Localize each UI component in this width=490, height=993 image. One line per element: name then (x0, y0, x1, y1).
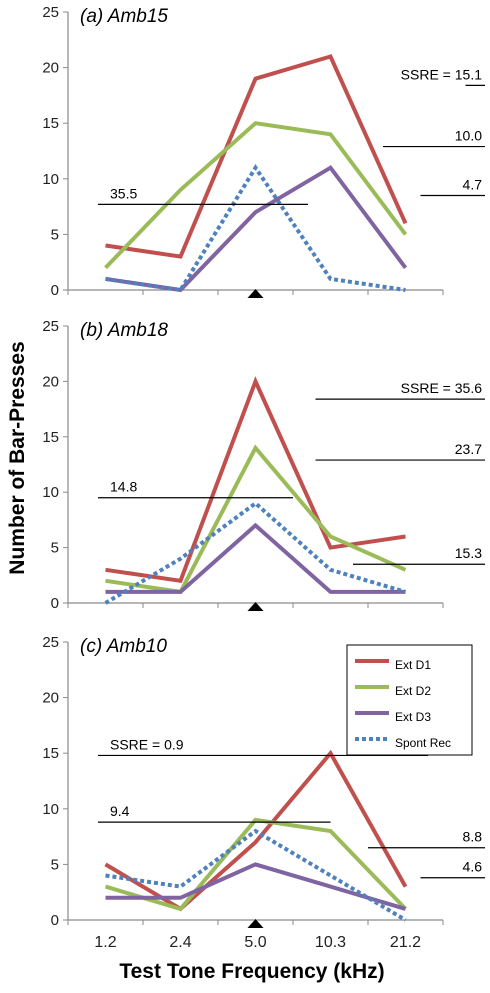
y-tick-label: 10 (42, 801, 59, 818)
legend: Ext D1 Ext D2 Ext D3 Spont Rec (346, 644, 473, 756)
series-line-ext-d2 (105, 444, 407, 595)
panel-2: 0 5 10 15 20 25 (b) Amb18 SSRE = 35.6 23.7 15.3 14… (42, 318, 485, 612)
frequency-marker-triangle (247, 602, 264, 611)
annotation-label: SSRE = 15.1 (401, 66, 483, 82)
y-axis-label: Number of Bar-Presses (6, 341, 29, 574)
annotation-label: 4.7 (463, 176, 483, 192)
series-line-ext-d3 (105, 862, 407, 911)
y-tick-label: 5 (51, 856, 59, 873)
annotation-label: 23.7 (455, 441, 482, 457)
x-axis-label: Test Tone Frequency (kHz) (119, 960, 384, 983)
series-line-spont-rec (105, 828, 407, 922)
legend-label: Spont Rec (395, 736, 451, 750)
annotation-label: SSRE = 0.9 (110, 736, 184, 752)
y-tick-label: 0 (51, 912, 59, 929)
annotation-label: 8.8 (463, 829, 483, 845)
legend-label: Ext D1 (395, 658, 431, 672)
annotation-label: 14.8 (110, 479, 137, 495)
series-line-ext-d2 (104, 817, 407, 912)
y-tick-label: 5 (51, 540, 59, 557)
series-line-ext-d3 (105, 522, 406, 594)
series-line-ext-d3 (105, 165, 408, 293)
y-tick-label: 10 (42, 171, 59, 188)
series-line-ext-d1 (104, 749, 408, 912)
series-line-spont-rec (104, 500, 407, 605)
legend-label: Ext D3 (395, 710, 431, 724)
annotation-label: 15.3 (455, 545, 482, 561)
annotation-label: SSRE = 35.6 (401, 380, 483, 396)
series-line-spont-rec (105, 164, 406, 293)
legend-label: Ext D2 (395, 684, 431, 698)
y-tick-label: 25 (42, 4, 59, 21)
annotation-label: 10.0 (455, 128, 482, 144)
y-tick-label: 20 (42, 373, 59, 390)
annotation-label: 4.6 (463, 859, 483, 875)
x-tick-label: 1.2 (94, 934, 116, 951)
legend-box (346, 644, 473, 756)
annotation-label: 35.5 (110, 185, 137, 201)
y-tick-label: 20 (42, 690, 59, 707)
frequency-marker-triangle (247, 919, 264, 928)
y-tick-label: 25 (42, 318, 59, 335)
y-tick-label: 10 (42, 484, 59, 501)
panel-3: 0 5 10 15 20 25 (c) Amb10 SSRE = 0.9 9.4 8.8 4.6 1.… (42, 634, 485, 951)
annotation-label: 9.4 (110, 803, 130, 819)
y-tick-label: 0 (51, 595, 59, 612)
panel-1: 0 5 10 15 20 25 (a) Amb15 SSRE = 15.1 10.0 4.7 35.… (42, 4, 485, 299)
x-tick-label: 21.2 (390, 934, 421, 951)
panel-title: (b) Amb18 (80, 320, 168, 341)
y-tick-label: 5 (51, 226, 59, 243)
x-tick-label: 2.4 (169, 934, 191, 951)
y-tick-label: 20 (42, 60, 59, 77)
series-line-ext-d1 (105, 376, 406, 584)
frequency-marker-triangle (247, 289, 264, 298)
y-tick-label: 15 (42, 745, 59, 762)
series-line-ext-d2 (104, 121, 408, 270)
x-tick-label: 10.3 (315, 934, 346, 951)
panel-title: (c) Amb10 (80, 636, 167, 657)
x-tick-label: 5.0 (244, 934, 266, 951)
y-tick-label: 15 (42, 429, 59, 446)
panel-title: (a) Amb15 (80, 6, 168, 27)
y-tick-label: 25 (42, 634, 59, 651)
y-tick-label: 0 (51, 282, 59, 299)
y-tick-label: 15 (42, 115, 59, 132)
series-line-ext-d1 (105, 54, 408, 259)
